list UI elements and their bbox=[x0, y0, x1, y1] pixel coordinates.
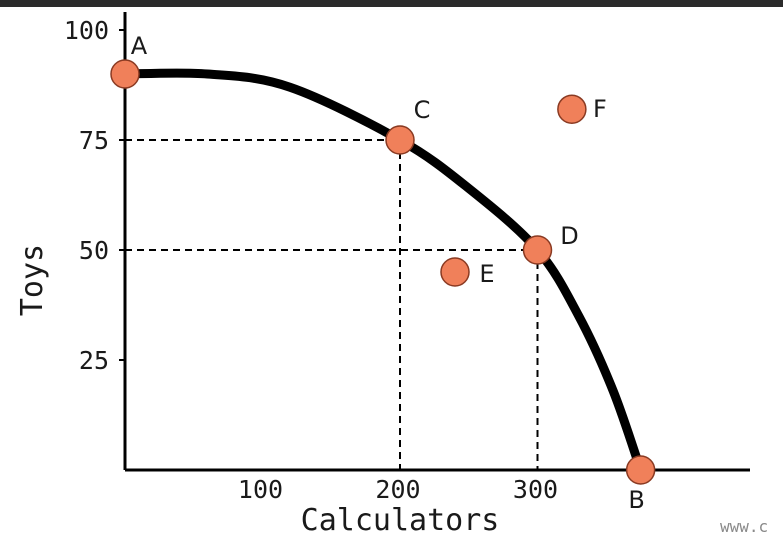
x-tick-label-100: 100 bbox=[238, 475, 283, 504]
y-tick-label-25: 25 bbox=[79, 346, 109, 375]
x-axis-title: Calculators bbox=[301, 503, 500, 537]
point-B bbox=[625, 455, 656, 485]
x-tick-label-300: 300 bbox=[513, 475, 558, 504]
tick-labels: 25 50 75 100 100 200 300 bbox=[64, 16, 558, 504]
y-axis-title: Toys bbox=[15, 244, 50, 316]
y-tick-label-100: 100 bbox=[64, 16, 109, 45]
point-label-D: D bbox=[560, 222, 578, 250]
point-E bbox=[440, 257, 470, 287]
y-tick-marks bbox=[119, 29, 125, 361]
window-top-bar bbox=[0, 0, 783, 7]
reference-lines bbox=[125, 139, 539, 470]
x-tick-label-200: 200 bbox=[375, 475, 420, 504]
axes bbox=[123, 12, 750, 472]
point-label-B: B bbox=[628, 486, 644, 514]
watermark-text: www.c bbox=[720, 517, 768, 536]
point-C bbox=[385, 125, 415, 155]
point-A bbox=[110, 59, 140, 89]
point-label-C: C bbox=[414, 96, 431, 124]
point-F bbox=[557, 94, 587, 124]
point-D bbox=[522, 235, 553, 265]
point-label-E: E bbox=[479, 260, 494, 288]
y-tick-label-75: 75 bbox=[79, 126, 109, 155]
frontier-curve bbox=[120, 68, 646, 475]
point-label-A: A bbox=[131, 32, 148, 60]
data-points: A B C D E F bbox=[110, 32, 656, 514]
point-label-F: F bbox=[593, 95, 607, 123]
y-tick-label-50: 50 bbox=[79, 236, 109, 265]
